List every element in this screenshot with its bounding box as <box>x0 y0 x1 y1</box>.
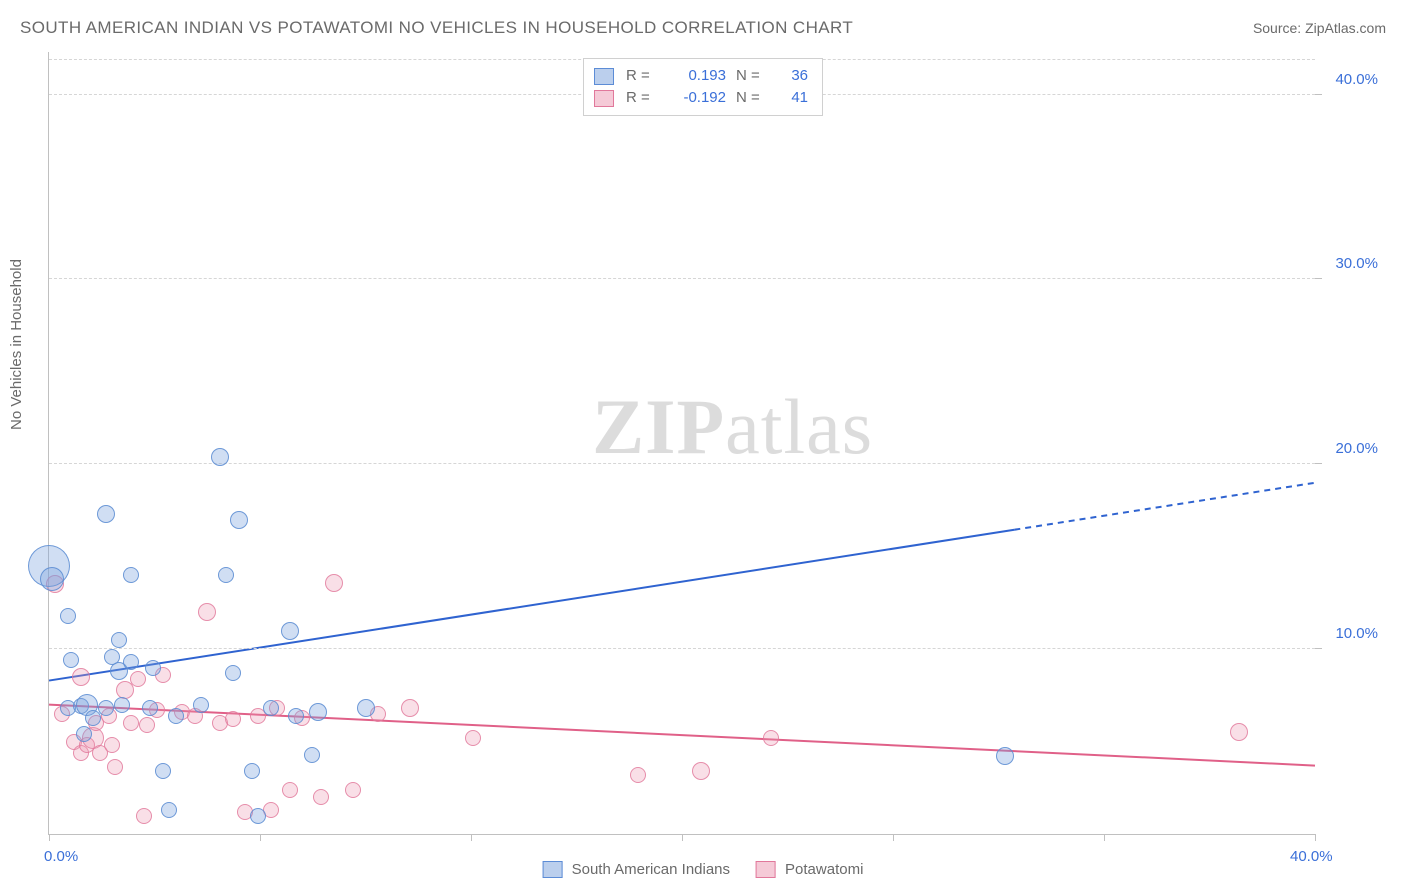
x-axis-min-label: 0.0% <box>44 848 78 865</box>
data-point <box>325 574 343 592</box>
data-point <box>230 511 248 529</box>
data-point <box>304 747 320 763</box>
data-point <box>136 808 152 824</box>
data-point <box>40 567 64 591</box>
data-point <box>97 505 115 523</box>
data-point <box>309 703 327 721</box>
x-tick <box>893 834 894 841</box>
data-point <box>263 700 279 716</box>
y-axis-title: No Vehicles in Household <box>8 259 25 430</box>
data-point <box>357 699 375 717</box>
data-point <box>763 730 779 746</box>
data-point <box>630 767 646 783</box>
plot-area: ZIPatlas <box>48 52 1315 835</box>
trend-line-dashed <box>1014 483 1315 530</box>
legend-stats-row-pink: R = -0.192 N = 41 <box>594 87 808 109</box>
x-tick <box>260 834 261 841</box>
data-point <box>193 697 209 713</box>
legend-item-pink: Potawatomi <box>756 861 863 878</box>
data-point <box>63 652 79 668</box>
trend-line <box>49 530 1014 681</box>
r-label: R = <box>626 65 656 87</box>
data-point <box>76 726 92 742</box>
data-point <box>282 782 298 798</box>
data-point <box>218 567 234 583</box>
data-point <box>114 697 130 713</box>
data-point <box>161 802 177 818</box>
y-tick <box>1315 94 1322 95</box>
data-point <box>168 708 184 724</box>
data-point <box>104 737 120 753</box>
legend-item-blue: South American Indians <box>543 861 730 878</box>
data-point <box>111 632 127 648</box>
data-point <box>139 717 155 733</box>
data-point <box>465 730 481 746</box>
x-tick <box>682 834 683 841</box>
n-label: N = <box>736 87 766 109</box>
y-tick-label: 40.0% <box>1335 71 1378 88</box>
swatch-blue-icon <box>543 861 563 878</box>
data-point <box>98 700 114 716</box>
y-tick-label: 10.0% <box>1335 625 1378 642</box>
legend-stats: R = 0.193 N = 36 R = -0.192 N = 41 <box>583 58 823 116</box>
chart-title: SOUTH AMERICAN INDIAN VS POTAWATOMI NO V… <box>20 18 853 38</box>
r-label: R = <box>626 87 656 109</box>
grid-line <box>49 463 1315 464</box>
data-point <box>142 700 158 716</box>
legend-label: Potawatomi <box>785 861 863 878</box>
x-tick <box>471 834 472 841</box>
data-point <box>145 660 161 676</box>
y-tick <box>1315 648 1322 649</box>
data-point <box>244 763 260 779</box>
legend-stats-row-blue: R = 0.193 N = 36 <box>594 65 808 87</box>
swatch-pink-icon <box>594 90 614 107</box>
source-label: Source: ZipAtlas.com <box>1253 20 1386 36</box>
y-tick-label: 30.0% <box>1335 255 1378 272</box>
legend-series: South American Indians Potawatomi <box>543 861 864 878</box>
data-point <box>281 622 299 640</box>
data-point <box>123 715 139 731</box>
data-point <box>130 671 146 687</box>
data-point <box>60 608 76 624</box>
data-point <box>198 603 216 621</box>
grid-line <box>49 278 1315 279</box>
data-point <box>123 654 139 670</box>
data-point <box>1230 723 1248 741</box>
data-point <box>72 668 90 686</box>
swatch-pink-icon <box>756 861 776 878</box>
data-point <box>996 747 1014 765</box>
x-axis-max-label: 40.0% <box>1290 848 1333 865</box>
data-point <box>225 711 241 727</box>
x-tick <box>49 834 50 841</box>
r-value: 0.193 <box>666 65 726 87</box>
data-point <box>250 808 266 824</box>
data-point <box>211 448 229 466</box>
r-value: -0.192 <box>666 87 726 109</box>
data-point <box>313 789 329 805</box>
x-tick <box>1315 834 1316 841</box>
data-point <box>345 782 361 798</box>
n-value: 41 <box>776 87 808 109</box>
n-label: N = <box>736 65 766 87</box>
y-tick <box>1315 278 1322 279</box>
x-tick <box>1104 834 1105 841</box>
data-point <box>123 567 139 583</box>
y-tick-label: 20.0% <box>1335 440 1378 457</box>
grid-line <box>49 648 1315 649</box>
data-point <box>155 763 171 779</box>
y-tick <box>1315 463 1322 464</box>
data-point <box>288 708 304 724</box>
n-value: 36 <box>776 65 808 87</box>
legend-label: South American Indians <box>572 861 730 878</box>
data-point <box>225 665 241 681</box>
data-point <box>692 762 710 780</box>
data-point <box>401 699 419 717</box>
swatch-blue-icon <box>594 68 614 85</box>
data-point <box>107 759 123 775</box>
